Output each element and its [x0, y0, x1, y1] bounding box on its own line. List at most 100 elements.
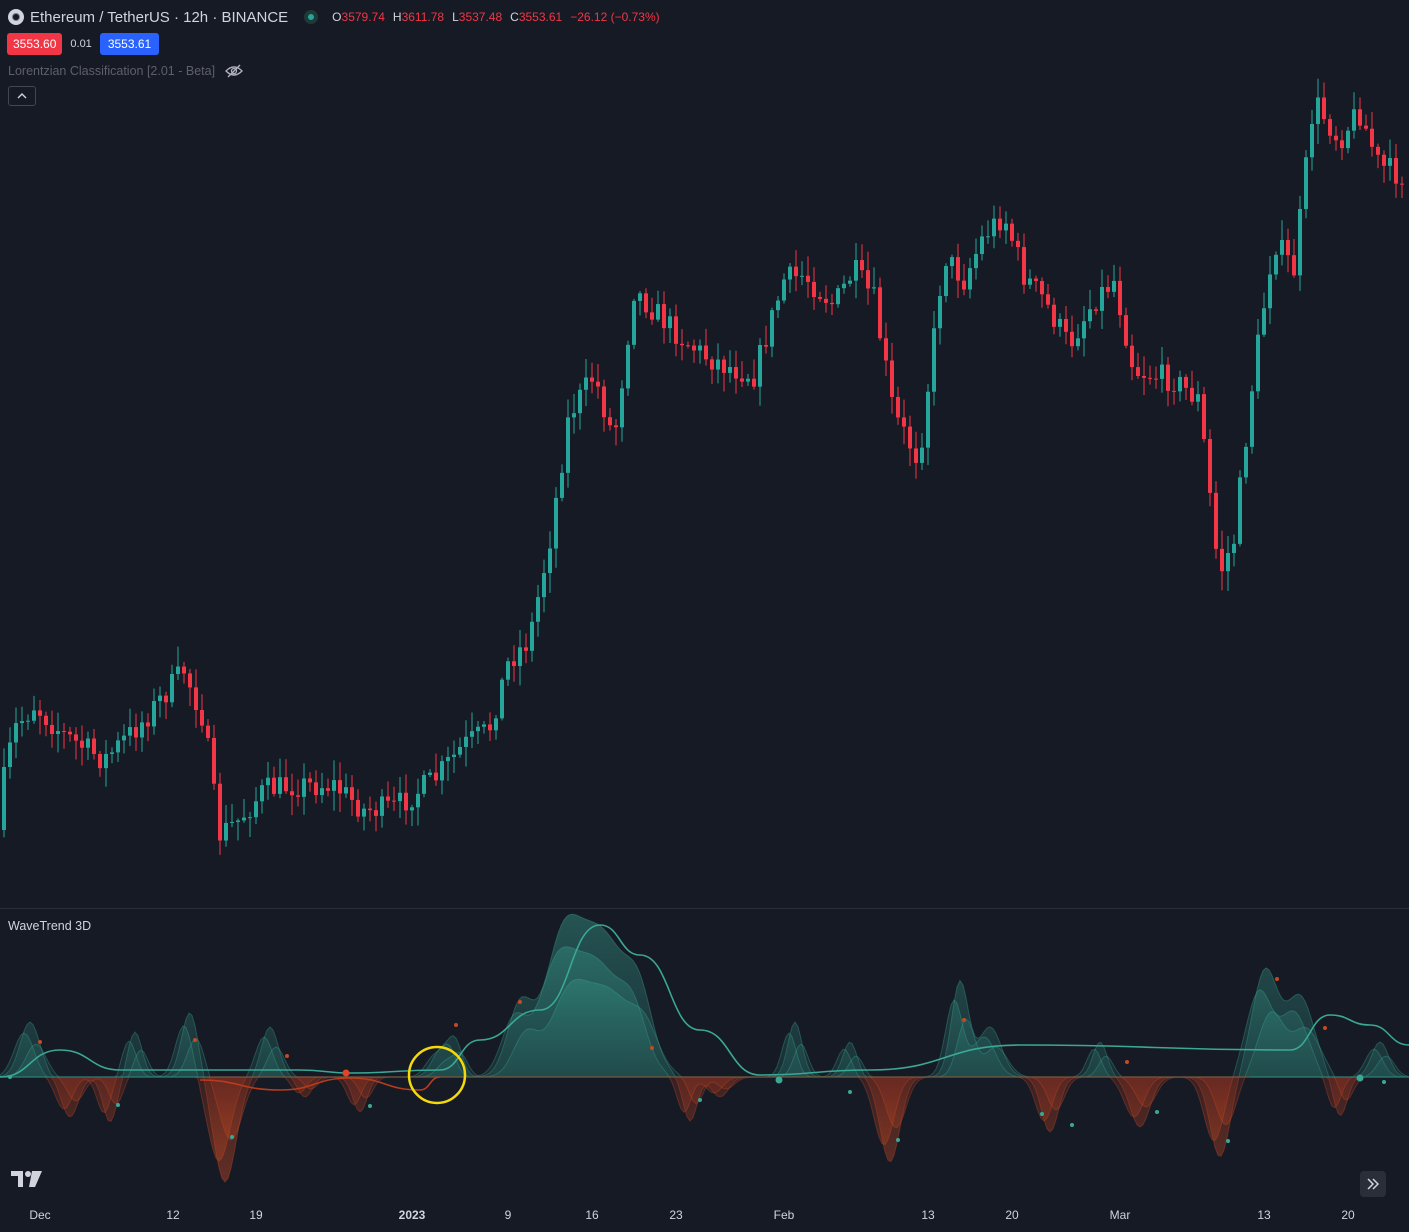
eye-slash-icon[interactable]	[225, 64, 243, 78]
symbol-title[interactable]: Ethereum / TetherUS · 12h · BINANCE	[30, 8, 289, 26]
candle-body	[1262, 308, 1266, 335]
candle-body	[974, 253, 978, 269]
candle-body	[1172, 390, 1176, 392]
candlestick-chart[interactable]	[0, 0, 1409, 905]
candle-body	[518, 647, 522, 667]
candle-body	[1166, 364, 1170, 391]
candle-body	[356, 799, 360, 817]
candle-body	[68, 731, 72, 735]
candle-body	[686, 345, 690, 347]
candle-body	[608, 417, 612, 426]
candle-body	[464, 736, 468, 747]
candle-body	[1016, 240, 1020, 248]
oscillator-label[interactable]: WaveTrend 3D	[8, 919, 92, 933]
time-axis[interactable]: Dec 12 19 2023 9 16 23 Feb 13 20 Mar 13 …	[0, 1198, 1409, 1232]
candle-body	[872, 287, 876, 289]
candle-body	[962, 280, 966, 290]
candle-body	[1304, 157, 1308, 209]
candle-body	[1292, 255, 1296, 276]
candle-body	[704, 345, 708, 360]
wave-area-bullish	[0, 913, 1409, 1078]
candle-body	[1364, 125, 1368, 129]
candle-body	[1328, 119, 1332, 136]
candle-body	[824, 298, 828, 303]
candle-body	[1040, 281, 1044, 295]
market-status-icon[interactable]	[304, 10, 319, 24]
candle-body	[1226, 553, 1230, 572]
tradingview-logo[interactable]	[11, 1170, 43, 1188]
candle-body	[866, 270, 870, 289]
candle-body	[1148, 377, 1152, 379]
candle-body	[650, 312, 654, 320]
candle-body	[1136, 367, 1140, 376]
time-tick: 13	[921, 1208, 935, 1222]
sell-button[interactable]: 3553.60	[7, 33, 63, 55]
time-tick: Mar	[1109, 1208, 1131, 1222]
candle-body	[158, 695, 162, 702]
candle-body	[1052, 304, 1056, 327]
candle-body	[1058, 318, 1062, 327]
pane-divider[interactable]	[0, 908, 1409, 909]
time-tick: 2023	[398, 1208, 426, 1222]
candle-body	[572, 413, 576, 418]
candle-body	[1268, 274, 1272, 309]
time-tick: 19	[249, 1208, 263, 1222]
candle-body	[1280, 240, 1284, 255]
signal-dot	[962, 1018, 966, 1022]
candle-body	[1274, 254, 1278, 275]
candle-body	[272, 777, 276, 794]
candles-group	[2, 78, 1404, 855]
candle-body	[674, 316, 678, 344]
candle-body	[452, 754, 456, 757]
scroll-to-realtime-button[interactable]	[1360, 1171, 1386, 1197]
candle-body	[1064, 318, 1068, 332]
candle-body	[332, 780, 336, 791]
candle-body	[812, 281, 816, 298]
close-label: C	[510, 10, 519, 24]
candle-body	[14, 723, 18, 743]
ethereum-icon	[8, 9, 24, 25]
signal-dot	[1155, 1110, 1159, 1114]
candle-body	[1112, 280, 1116, 292]
candle-body	[680, 343, 684, 346]
candle-body	[800, 275, 804, 277]
candle-body	[1316, 97, 1320, 125]
candle-body	[98, 753, 102, 769]
indicator-legend[interactable]: Lorentzian Classification [2.01 - Beta]	[8, 64, 243, 78]
candle-body	[992, 218, 996, 237]
candle-body	[830, 302, 834, 305]
candle-body	[638, 293, 642, 301]
candle-body	[1208, 439, 1212, 493]
candle-body	[782, 279, 786, 301]
candle-body	[554, 497, 558, 549]
candle-body	[632, 300, 636, 345]
candle-body	[818, 297, 822, 299]
candle-body	[314, 782, 318, 796]
wavetrend-pane[interactable]	[0, 910, 1409, 1196]
buy-button[interactable]: 3553.61	[99, 33, 160, 55]
signal-dot	[698, 1098, 702, 1102]
signal-dot	[1323, 1026, 1327, 1030]
collapse-legend-button[interactable]	[8, 86, 36, 106]
wave-area-bullish	[0, 978, 1409, 1078]
candle-body	[1352, 109, 1356, 131]
candle-body	[722, 359, 726, 373]
candle-body	[998, 218, 1002, 231]
candle-body	[614, 425, 618, 428]
candle-body	[662, 304, 666, 329]
signal-dot	[775, 1076, 783, 1084]
candle-body	[746, 378, 750, 382]
candle-body	[1244, 446, 1248, 478]
signal-dot	[285, 1054, 289, 1058]
candle-body	[1142, 375, 1146, 378]
candle-body	[1232, 543, 1236, 554]
candle-body	[428, 772, 432, 775]
wave-area-bullish	[0, 946, 1409, 1078]
candle-body	[500, 679, 504, 719]
candle-body	[1250, 391, 1254, 447]
signal-dot	[1382, 1080, 1386, 1084]
candle-body	[122, 735, 126, 741]
candle-body	[218, 783, 222, 841]
indicator-name[interactable]: Lorentzian Classification [2.01 - Beta]	[8, 64, 216, 78]
signal-dot	[1356, 1074, 1364, 1082]
